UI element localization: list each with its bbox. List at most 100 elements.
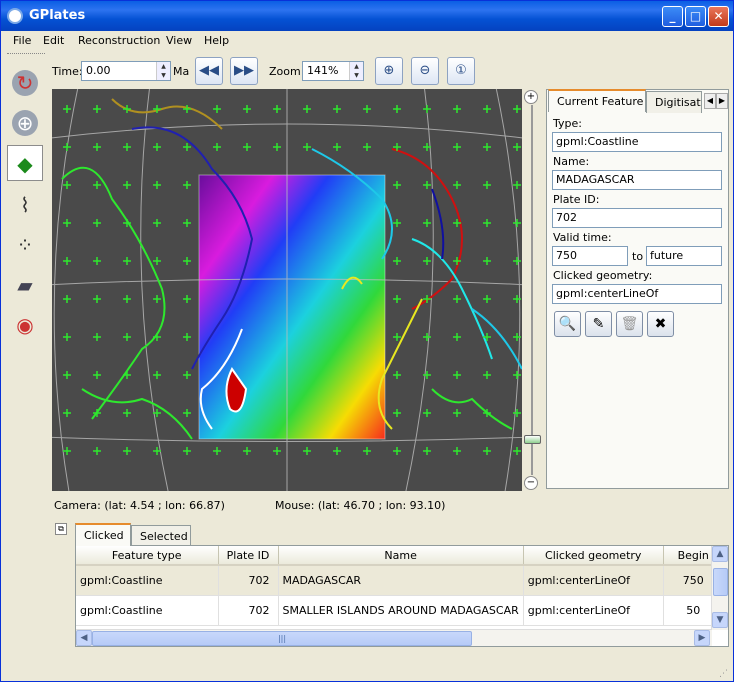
velocity-marker bbox=[273, 447, 281, 455]
velocity-marker bbox=[513, 257, 521, 265]
table-row[interactable]: gpml:Coastline 702 MADAGASCAR gpml:cente… bbox=[76, 565, 724, 596]
zoom-spinbox[interactable]: 141% ▲ ▼ bbox=[302, 61, 364, 81]
velocity-marker bbox=[93, 105, 101, 113]
velocity-marker bbox=[63, 143, 71, 151]
type-field[interactable]: gpml:Coastline bbox=[552, 132, 722, 152]
velocity-marker bbox=[393, 105, 401, 113]
menu-help[interactable]: Help bbox=[204, 34, 230, 47]
zoom-slider-handle[interactable] bbox=[524, 435, 541, 444]
velocity-marker bbox=[123, 181, 131, 189]
velocity-marker bbox=[513, 447, 521, 455]
digitise-multipoint-tool-icon[interactable]: ⁘ bbox=[16, 233, 34, 257]
manipulate-pole-tool-icon[interactable]: ◉ bbox=[16, 313, 34, 337]
zoom-slider[interactable]: + − bbox=[522, 89, 542, 491]
column-feature-type[interactable]: Feature type bbox=[76, 546, 219, 566]
scroll-right-icon[interactable]: ▶ bbox=[694, 630, 710, 646]
camera-status: Camera: (lat: 4.54 ; lon: 66.87) bbox=[54, 499, 225, 512]
velocity-marker bbox=[303, 105, 311, 113]
column-clicked-geometry[interactable]: Clicked geometry bbox=[523, 546, 664, 566]
name-field[interactable]: MADAGASCAR bbox=[552, 170, 722, 190]
dock-float-icon[interactable]: ⧉ bbox=[55, 523, 67, 535]
click-feature-tool-icon[interactable]: ◆ bbox=[7, 145, 43, 181]
tab-scroll-right-icon[interactable]: ▶ bbox=[716, 93, 728, 109]
velocity-marker bbox=[123, 371, 131, 379]
maximize-button[interactable]: □ bbox=[685, 6, 706, 27]
query-feature-icon[interactable]: 🔍 bbox=[554, 311, 581, 337]
resize-grip-icon[interactable]: ⋰ bbox=[719, 669, 728, 679]
time-spin-arrows[interactable]: ▲ ▼ bbox=[156, 62, 170, 80]
column-name[interactable]: Name bbox=[278, 546, 524, 566]
velocity-marker bbox=[153, 143, 161, 151]
gplates-app-icon bbox=[7, 8, 23, 24]
velocity-marker bbox=[213, 105, 221, 113]
horizontal-scroll-thumb[interactable]: ||| bbox=[92, 631, 472, 646]
tab-current-feature[interactable]: Current Feature bbox=[548, 89, 646, 112]
drag-globe-tool-icon[interactable]: ↻ bbox=[7, 65, 43, 101]
velocity-marker bbox=[423, 105, 431, 113]
valid-time-end-field[interactable]: future bbox=[646, 246, 722, 266]
menu-bar: File Edit Reconstruction View Help bbox=[1, 31, 733, 51]
velocity-marker bbox=[513, 333, 521, 341]
zoom-spin-arrows[interactable]: ▲ ▼ bbox=[349, 62, 363, 80]
zoom-in-icon[interactable]: ⊕ bbox=[375, 57, 403, 85]
clicked-geometry-field[interactable]: gpml:centerLineOf bbox=[552, 284, 722, 304]
velocity-marker bbox=[483, 371, 491, 379]
digitise-polygon-tool-icon[interactable]: ▰ bbox=[17, 273, 33, 297]
velocity-marker bbox=[63, 257, 71, 265]
velocity-marker bbox=[63, 371, 71, 379]
column-begin[interactable]: Begin bbox=[663, 546, 724, 566]
table-horizontal-scrollbar[interactable]: ◀ ||| ▶ bbox=[76, 629, 712, 646]
velocity-marker bbox=[63, 219, 71, 227]
tab-selected[interactable]: Selected bbox=[131, 525, 191, 547]
plate-id-field[interactable]: 702 bbox=[552, 208, 722, 228]
column-plate-id[interactable]: Plate ID bbox=[218, 546, 279, 566]
velocity-marker bbox=[123, 219, 131, 227]
digitise-polyline-tool-icon[interactable]: ⌇ bbox=[20, 193, 30, 217]
menu-file[interactable]: File bbox=[13, 34, 32, 47]
tab-digitisation[interactable]: Digitisat bbox=[646, 91, 702, 113]
slider-zoom-in-icon[interactable]: + bbox=[524, 90, 538, 104]
close-button[interactable]: ✕ bbox=[708, 6, 729, 27]
menu-edit[interactable]: Edit bbox=[43, 34, 65, 47]
velocity-marker bbox=[393, 447, 401, 455]
cell-feature-type: gpml:Coastline bbox=[76, 565, 219, 596]
clear-selection-icon[interactable]: ✖ bbox=[647, 311, 674, 337]
zoom-reset-icon[interactable]: ① bbox=[447, 57, 475, 85]
vertical-scroll-thumb[interactable] bbox=[713, 568, 728, 596]
valid-time-begin-field[interactable]: 750 bbox=[552, 246, 628, 266]
clicked-features-table: Feature type Plate ID Name Clicked geome… bbox=[75, 545, 729, 647]
menu-reconstruction[interactable]: Reconstruction bbox=[78, 34, 161, 47]
valid-time-to-label: to bbox=[632, 250, 644, 263]
table-row[interactable]: gpml:Coastline 702 SMALLER ISLANDS AROUN… bbox=[76, 595, 724, 626]
scroll-left-icon[interactable]: ◀ bbox=[76, 630, 92, 646]
velocity-marker bbox=[513, 295, 521, 303]
velocity-marker bbox=[63, 105, 71, 113]
menu-view[interactable]: View bbox=[166, 34, 193, 47]
scroll-down-icon[interactable]: ▼ bbox=[712, 612, 728, 628]
zoom-out-icon[interactable]: ⊖ bbox=[411, 57, 439, 85]
time-spinbox[interactable]: 0.00 ▲ ▼ bbox=[81, 61, 171, 81]
rewind-icon[interactable]: ◀◀ bbox=[195, 57, 223, 85]
velocity-marker bbox=[453, 105, 461, 113]
velocity-marker bbox=[243, 447, 251, 455]
tab-scroll-left-icon[interactable]: ◀ bbox=[704, 93, 716, 109]
delete-feature-icon[interactable]: 🗑 bbox=[616, 311, 643, 337]
tab-clicked[interactable]: Clicked bbox=[75, 523, 131, 546]
velocity-marker bbox=[123, 257, 131, 265]
globe-canvas[interactable] bbox=[52, 89, 522, 491]
velocity-marker bbox=[513, 181, 521, 189]
velocity-marker bbox=[513, 105, 521, 113]
velocity-marker bbox=[183, 105, 191, 113]
table-vertical-scrollbar[interactable]: ▲ ▼ bbox=[711, 546, 728, 630]
velocity-marker bbox=[423, 257, 431, 265]
scroll-up-icon[interactable]: ▲ bbox=[712, 546, 728, 562]
velocity-marker bbox=[513, 409, 521, 417]
fast-forward-icon[interactable]: ▶▶ bbox=[230, 57, 258, 85]
zoom-globe-tool-icon[interactable]: ⊕ bbox=[7, 105, 43, 141]
edit-feature-icon[interactable]: ✎ bbox=[585, 311, 612, 337]
velocity-marker bbox=[453, 333, 461, 341]
title-bar[interactable]: GPlates _ □ ✕ bbox=[1, 1, 733, 31]
slider-zoom-out-icon[interactable]: − bbox=[524, 476, 538, 490]
cell-name: SMALLER ISLANDS AROUND MADAGASCAR bbox=[278, 595, 524, 626]
minimize-button[interactable]: _ bbox=[662, 6, 683, 27]
